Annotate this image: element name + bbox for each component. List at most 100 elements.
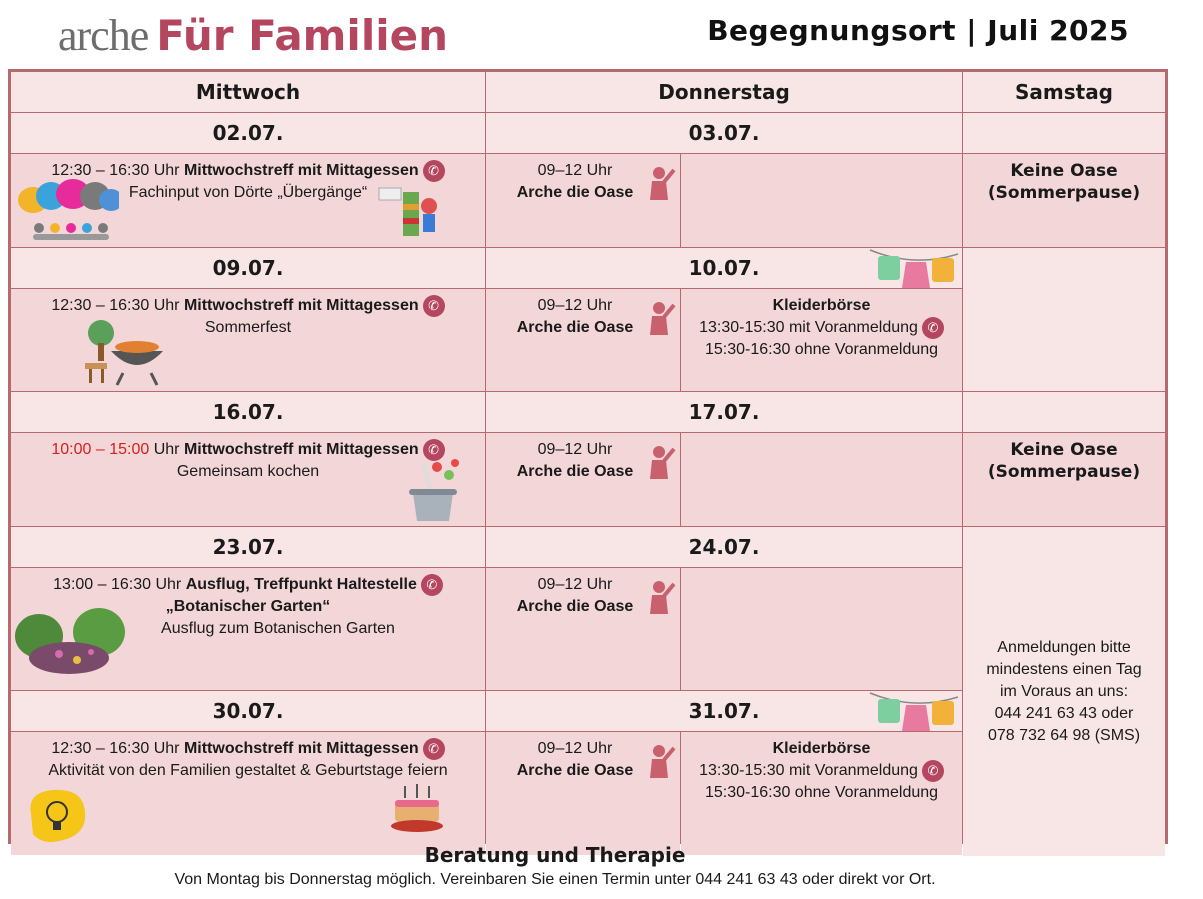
wed-event-3: 10:00 – 15:00 Uhr Mittwochstreff mit Mit… bbox=[11, 433, 485, 526]
logo-subtitle: Für Familien bbox=[156, 11, 448, 60]
wed-event-2: 12:30 – 16:30 Uhr Mittwochstreff mit Mit… bbox=[11, 289, 485, 391]
event-desc: Gemeinsam kochen bbox=[176, 463, 320, 481]
oase-1: 09–12 Uhr Arche die Oase bbox=[486, 154, 680, 247]
oase-name: Arche die Oase bbox=[516, 184, 634, 201]
sat-date-3 bbox=[963, 392, 1165, 432]
phone-icon: ✆ bbox=[921, 317, 944, 339]
date-thu-2-label: 10.07. bbox=[688, 256, 760, 280]
oase-name: Arche die Oase bbox=[516, 463, 634, 480]
sat-closed-1: Keine Oase (Sommerpause) bbox=[963, 154, 1165, 247]
event-title: Mittwochstreff mit Mittagessen bbox=[183, 162, 419, 180]
note-line: im Voraus an uns: bbox=[999, 682, 1129, 700]
date-wed-1: 02.07. bbox=[11, 113, 485, 153]
date-wed-4: 23.07. bbox=[11, 527, 485, 567]
oase-2: 09–12 Uhr Arche die Oase bbox=[486, 289, 680, 391]
kleiderboerse-2: Kleiderbörse 13:30-15:30 mit Voranmeldun… bbox=[681, 732, 962, 855]
clothesline-icon bbox=[869, 249, 959, 288]
person-icon bbox=[650, 745, 676, 778]
wed-event-4: 13:00 – 16:30 Uhr Ausflug, Treffpunkt Ha… bbox=[11, 568, 485, 690]
phone-icon: ✆ bbox=[422, 738, 445, 760]
sat-empty-2 bbox=[963, 248, 1165, 391]
oase-time: 09–12 Uhr bbox=[537, 441, 613, 458]
wed-event-5: 12:30 – 16:30 Uhr Mittwochstreff mit Mit… bbox=[11, 732, 485, 855]
sat-closed-line1: Keine Oase bbox=[1010, 440, 1118, 460]
note-line: Anmeldungen bitte bbox=[997, 638, 1131, 656]
kb-name: Kleiderbörse bbox=[772, 297, 871, 314]
garden-icon bbox=[15, 608, 125, 674]
oase-3: 09–12 Uhr Arche die Oase bbox=[486, 433, 680, 526]
sat-closed-line1: Keine Oase bbox=[1010, 161, 1118, 181]
date-thu-5: 31.07. bbox=[486, 691, 962, 731]
cooking-pot-icon bbox=[409, 459, 459, 521]
date-wed-2: 09.07. bbox=[11, 248, 485, 288]
oase-time: 09–12 Uhr bbox=[537, 297, 613, 314]
date-thu-3: 17.07. bbox=[486, 392, 962, 432]
event-desc: Sommerfest bbox=[204, 319, 292, 337]
date-thu-1: 03.07. bbox=[486, 113, 962, 153]
clothesline-icon bbox=[869, 692, 959, 731]
phone-icon: ✆ bbox=[422, 295, 445, 317]
date-wed-3: 16.07. bbox=[11, 392, 485, 432]
logo-brand: arche bbox=[58, 11, 149, 60]
event-title: Mittwochstreff mit Mittagessen bbox=[183, 740, 419, 758]
logo: arche Für Familien bbox=[58, 10, 448, 62]
calendar-grid: Mittwoch Donnerstag Samstag 02.07. 03.07… bbox=[8, 69, 1168, 856]
event-unit: Uhr bbox=[155, 576, 182, 594]
event-time: 13:00 – 16:30 bbox=[53, 576, 152, 594]
kb-line1: 13:30-15:30 mit Voranmeldung bbox=[699, 319, 918, 337]
reading-child-icon bbox=[378, 187, 437, 236]
event-unit: Uhr bbox=[153, 740, 180, 758]
thu-empty-3 bbox=[681, 433, 962, 526]
kleiderboerse-1: Kleiderbörse 13:30-15:30 mit Voranmeldun… bbox=[681, 289, 962, 391]
footer-title: Beratung und Therapie bbox=[424, 843, 686, 867]
event-time: 12:30 – 16:30 bbox=[51, 162, 150, 180]
oase-time: 09–12 Uhr bbox=[537, 740, 613, 757]
event-title2: „Botanischer Garten“ bbox=[165, 598, 331, 616]
thu-empty-4 bbox=[681, 568, 962, 690]
date-thu-4: 24.07. bbox=[486, 527, 962, 567]
col-header-saturday: Samstag bbox=[963, 72, 1165, 112]
sat-date-1 bbox=[963, 113, 1165, 153]
thu-empty-1 bbox=[681, 154, 962, 247]
col-header-wednesday: Mittwoch bbox=[11, 72, 485, 112]
event-time: 10:00 – 15:00 bbox=[51, 441, 150, 459]
wed-event-1: 12:30 – 16:30 Uhr Mittwochstreff mit Mit… bbox=[11, 154, 485, 247]
kb-line2: 15:30-16:30 ohne Voranmeldung bbox=[704, 341, 939, 359]
phone-icon: ✆ bbox=[921, 760, 944, 782]
sat-registration-note: Anmeldungen bitte mindestens einen Tag i… bbox=[963, 527, 1165, 856]
person-icon bbox=[650, 446, 676, 479]
oase-name: Arche die Oase bbox=[516, 762, 634, 779]
oase-4: 09–12 Uhr Arche die Oase bbox=[486, 568, 680, 690]
note-line: mindestens einen Tag bbox=[986, 660, 1142, 678]
sat-closed-line2: (Sommerpause) bbox=[987, 183, 1141, 203]
sat-closed-3: Keine Oase (Sommerpause) bbox=[963, 433, 1165, 526]
kb-name: Kleiderbörse bbox=[772, 740, 871, 757]
kb-line2: 15:30-16:30 ohne Voranmeldung bbox=[704, 784, 939, 802]
date-thu-2: 10.07. bbox=[486, 248, 962, 288]
note-line: 044 241 63 43 oder bbox=[994, 704, 1134, 722]
speech-bubbles-icon bbox=[18, 179, 119, 240]
oase-name: Arche die Oase bbox=[516, 598, 634, 615]
event-desc: Fachinput von Dörte „Übergänge“ bbox=[128, 184, 368, 202]
page-title: Begegnungsort | Juli 2025 bbox=[707, 14, 1129, 47]
person-icon bbox=[650, 167, 676, 200]
birthday-cake-icon bbox=[391, 784, 443, 832]
event-unit: Uhr bbox=[153, 162, 180, 180]
col-header-thursday: Donnerstag bbox=[486, 72, 962, 112]
oase-time: 09–12 Uhr bbox=[537, 576, 613, 593]
event-unit: Uhr bbox=[153, 441, 180, 459]
grill-icon bbox=[85, 320, 163, 386]
event-desc: Aktivität von den Familien gestaltet & G… bbox=[48, 762, 448, 780]
event-time: 12:30 – 16:30 bbox=[51, 740, 150, 758]
lightbulb-icon bbox=[30, 789, 86, 842]
event-desc: Ausflug zum Botanischen Garten bbox=[161, 620, 395, 638]
event-title: Mittwochstreff mit Mittagessen bbox=[183, 441, 419, 459]
footer-text: Von Montag bis Donnerstag möglich. Verei… bbox=[174, 871, 936, 888]
person-icon bbox=[650, 581, 676, 614]
sat-closed-line2: (Sommerpause) bbox=[987, 462, 1141, 482]
phone-icon: ✆ bbox=[422, 160, 445, 182]
event-time: 12:30 – 16:30 bbox=[51, 297, 150, 315]
oase-name: Arche die Oase bbox=[516, 319, 634, 336]
phone-icon: ✆ bbox=[422, 439, 445, 461]
event-unit: Uhr bbox=[153, 297, 180, 315]
